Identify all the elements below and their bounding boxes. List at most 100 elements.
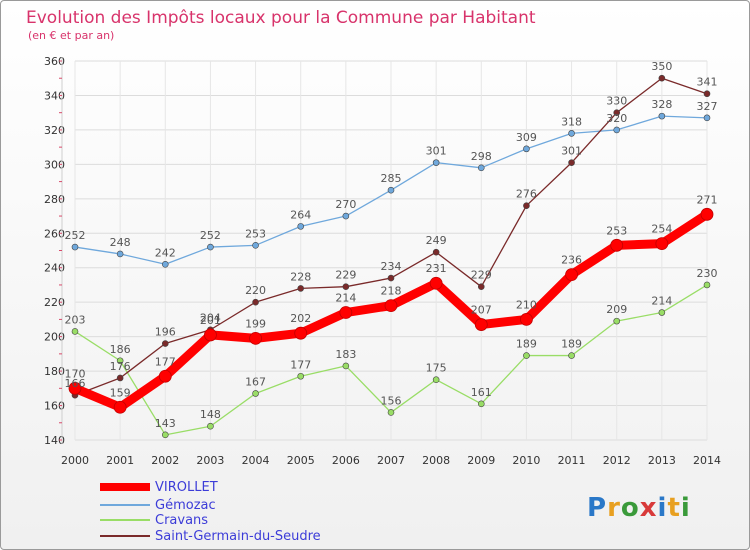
- data-point: [432, 376, 440, 384]
- data-label: 330: [606, 95, 627, 108]
- data-label: 285: [381, 172, 402, 185]
- data-point: [71, 243, 79, 251]
- data-label: 196: [155, 326, 176, 339]
- data-point: [249, 331, 262, 345]
- data-label: 252: [200, 229, 221, 242]
- data-label: 177: [155, 355, 176, 368]
- data-point: [116, 250, 124, 258]
- data-label: 252: [65, 229, 86, 242]
- data-label: 231: [426, 262, 447, 275]
- data-point: [384, 299, 398, 313]
- data-point: [703, 90, 711, 98]
- data-label: 271: [697, 193, 718, 206]
- data-point: [207, 422, 214, 430]
- data-label: 175: [426, 362, 447, 375]
- y-tick-label: 200: [44, 331, 65, 344]
- data-label: 254: [651, 223, 672, 236]
- data-point: [252, 390, 259, 397]
- legend-label: Gémozac: [155, 498, 216, 513]
- y-tick-label: 240: [44, 262, 65, 275]
- y-tick-label: 360: [44, 55, 65, 68]
- grid: [74, 60, 708, 441]
- data-labels: 252 248 242 252 253 264 270 285 301 298 309 318 320 3…: [65, 60, 718, 430]
- data-label: 228: [290, 270, 311, 283]
- data-label: 167: [245, 375, 266, 388]
- data-label: 209: [606, 303, 627, 316]
- data-label: 143: [155, 417, 176, 430]
- y-tick-label: 320: [44, 124, 65, 137]
- x-tick-label: 2002: [151, 454, 179, 467]
- data-point: [568, 130, 575, 137]
- data-label: 148: [200, 408, 221, 421]
- data-point: [523, 352, 530, 359]
- data-label: 183: [335, 348, 356, 361]
- legend-label: VIROLLET: [155, 480, 218, 495]
- data-point: [703, 281, 711, 289]
- y-tick-label: 180: [44, 365, 65, 378]
- data-point: [68, 381, 82, 395]
- data-label: 270: [335, 198, 356, 211]
- data-label: 166: [65, 377, 86, 390]
- data-label: 207: [471, 304, 492, 317]
- data-point: [161, 260, 169, 268]
- data-label: 229: [335, 269, 356, 282]
- data-label: 249: [426, 234, 447, 247]
- data-label: 253: [606, 224, 627, 237]
- data-point: [342, 212, 350, 220]
- data-point: [204, 328, 217, 342]
- data-label: 218: [381, 285, 402, 298]
- x-tick-label: 2004: [242, 454, 270, 467]
- data-label: 229: [471, 269, 492, 282]
- data-point: [658, 74, 666, 82]
- data-point: [116, 374, 124, 382]
- data-point: [613, 317, 621, 325]
- x-tick-label: 2008: [422, 454, 450, 467]
- x-tick-label: 2005: [287, 454, 315, 467]
- data-point: [523, 145, 530, 153]
- y-tick-label: 280: [44, 193, 65, 206]
- data-point: [429, 276, 443, 290]
- data-label: 199: [245, 317, 266, 330]
- data-point: [342, 283, 350, 290]
- x-tick-label: 2006: [332, 454, 360, 467]
- data-label: 328: [651, 98, 672, 111]
- x-tick-label: 2012: [603, 454, 631, 467]
- data-point: [477, 400, 485, 408]
- data-label: 248: [110, 236, 131, 249]
- data-point: [294, 326, 308, 340]
- data-point: [432, 159, 440, 166]
- data-label: 156: [381, 394, 402, 407]
- data-label: 350: [651, 60, 672, 73]
- y-tick-label: 220: [44, 296, 65, 309]
- data-label: 214: [651, 295, 672, 308]
- data-point: [568, 159, 575, 166]
- data-label: 320: [606, 112, 627, 125]
- data-point: [297, 223, 305, 230]
- axes: 140 160 180 200 220 240 260 280 300 320 340 360 2000…: [44, 55, 721, 467]
- x-tick-label: 2011: [558, 454, 586, 467]
- data-point: [432, 248, 440, 256]
- x-tick-label: 2003: [196, 454, 224, 467]
- proxiti-logo: Proxiti: [587, 493, 691, 523]
- data-point: [658, 112, 666, 120]
- data-label: 189: [561, 338, 582, 351]
- data-label: 204: [200, 312, 221, 325]
- data-label: 301: [426, 145, 447, 158]
- data-point: [658, 309, 666, 316]
- logo-text: Proxiti: [587, 493, 691, 523]
- data-label: 341: [697, 76, 718, 89]
- legend-label: Cravans: [155, 513, 208, 528]
- data-label: 202: [290, 312, 311, 325]
- data-label: 177: [290, 358, 311, 371]
- data-label: 236: [561, 254, 582, 267]
- data-label: 276: [516, 188, 537, 201]
- data-label: 214: [335, 292, 356, 305]
- data-point: [387, 274, 395, 282]
- data-label: 189: [516, 338, 537, 351]
- data-point: [342, 362, 350, 370]
- data-point: [387, 186, 395, 194]
- data-point: [161, 431, 169, 439]
- data-point: [161, 340, 169, 347]
- data-point: [207, 243, 214, 251]
